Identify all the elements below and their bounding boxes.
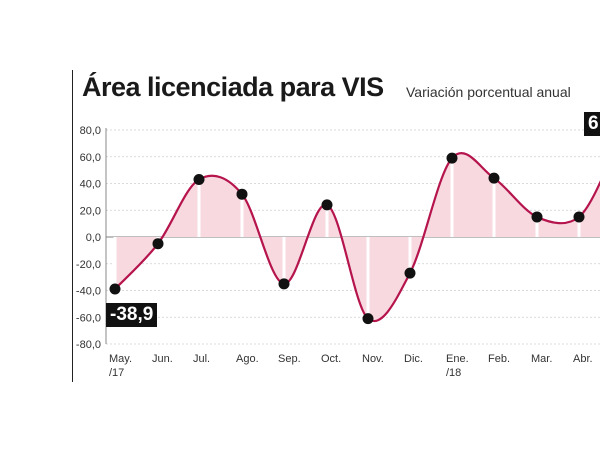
y-tick-label: -60,0 bbox=[76, 312, 101, 324]
data-point bbox=[321, 199, 333, 211]
bar bbox=[113, 237, 117, 290]
y-tick-label: -40,0 bbox=[76, 286, 101, 298]
data-point bbox=[488, 172, 500, 184]
x-axis: May./17 Jun. Jul. Ago. Sep. Oct. Nov. Dic. Ene. /… bbox=[109, 353, 593, 379]
x-tick-label: Ene./18 bbox=[446, 353, 469, 379]
points bbox=[109, 152, 585, 325]
y-tick-label: 40,0 bbox=[80, 179, 101, 191]
data-point bbox=[362, 313, 374, 325]
x-tick-label: Jul. bbox=[193, 353, 210, 365]
data-point bbox=[573, 211, 585, 223]
x-tick-label: Mar. bbox=[531, 353, 552, 365]
data-point bbox=[193, 173, 205, 185]
bar bbox=[535, 216, 539, 237]
y-axis: 80,0 60,0 40,0 20,0 0,0 -20,0 -40,0 -60,0 -80,0 bbox=[76, 125, 107, 351]
bar bbox=[492, 178, 496, 237]
data-point bbox=[531, 211, 543, 223]
bar bbox=[366, 237, 370, 319]
x-tick-label: Abr. bbox=[573, 353, 593, 365]
bar bbox=[197, 179, 201, 237]
bar bbox=[282, 237, 286, 284]
callout-last-value: 6 bbox=[584, 112, 600, 136]
bars bbox=[113, 158, 581, 319]
y-tick-label: 60,0 bbox=[80, 152, 101, 164]
x-tick-label: Oct. bbox=[321, 353, 341, 365]
area-shape bbox=[115, 153, 600, 321]
x-tick-label: Jun. bbox=[152, 353, 173, 365]
data-point bbox=[109, 283, 121, 295]
bar bbox=[450, 158, 454, 237]
bar bbox=[325, 204, 329, 237]
bar bbox=[577, 216, 581, 237]
bar bbox=[240, 194, 244, 237]
y-tick-label: 20,0 bbox=[80, 205, 101, 217]
chart-subtitle: Variación porcentual anual bbox=[406, 84, 571, 100]
x-tick-label: Dic. bbox=[404, 353, 423, 365]
y-tick-label: 0,0 bbox=[86, 232, 101, 244]
data-point bbox=[278, 278, 290, 290]
y-tick-label: -20,0 bbox=[76, 259, 101, 271]
data-point bbox=[446, 152, 458, 164]
x-tick-label: Nov. bbox=[362, 353, 384, 365]
callout-first-value: -38,9 bbox=[106, 303, 158, 328]
y-tick-label: -80,0 bbox=[76, 339, 101, 351]
chart-title: Área licenciada para VIS bbox=[82, 72, 384, 102]
data-point bbox=[236, 188, 248, 200]
x-tick-label: Sep. bbox=[278, 353, 301, 365]
data-point bbox=[404, 267, 416, 279]
x-tick-label: Feb. bbox=[488, 353, 510, 365]
x-tick-label: Ago. bbox=[236, 353, 259, 365]
bar bbox=[408, 237, 412, 274]
left-rule bbox=[72, 70, 73, 382]
y-tick-label: 80,0 bbox=[80, 125, 101, 137]
x-tick-label: May./17 bbox=[109, 353, 132, 379]
data-point bbox=[152, 238, 164, 250]
area-fill bbox=[115, 153, 600, 321]
